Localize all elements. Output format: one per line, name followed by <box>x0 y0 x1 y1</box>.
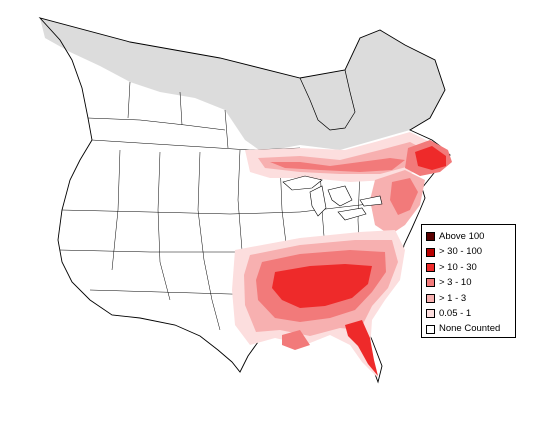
great-lakes <box>282 175 383 221</box>
hudson-bay-coast <box>299 69 356 131</box>
legend-swatch-1-3 <box>426 293 435 303</box>
legend-swatch-30-100 <box>426 247 435 257</box>
legend-item: > 1 - 3 <box>426 291 515 306</box>
legend-item: None Counted <box>426 321 515 336</box>
legend-item: Above 100 <box>426 229 515 244</box>
legend-swatch-0-05-1 <box>426 309 435 319</box>
abundance-shading <box>232 132 452 378</box>
legend-item: > 10 - 30 <box>426 260 515 275</box>
legend-label: 0.05 - 1 <box>439 307 472 319</box>
no-data-region <box>40 18 445 152</box>
continent-outline <box>38 17 451 384</box>
legend-item: > 3 - 10 <box>426 275 515 290</box>
legend-label: > 3 - 10 <box>439 277 472 289</box>
legend-item: 0.05 - 1 <box>426 306 515 321</box>
legend-label: > 10 - 30 <box>439 261 477 273</box>
legend-swatch-10-30 <box>426 262 435 272</box>
legend-label: None Counted <box>439 323 501 335</box>
legend-item: > 30 - 100 <box>426 244 515 259</box>
legend-label: > 30 - 100 <box>439 246 483 258</box>
legend-swatch-above-100 <box>426 232 435 242</box>
map-legend: Above 100 > 30 - 100 > 10 - 30 > 3 - 10 … <box>421 224 516 338</box>
legend-swatch-none-counted <box>426 324 435 334</box>
legend-label: > 1 - 3 <box>439 292 467 304</box>
legend-label: Above 100 <box>439 230 485 242</box>
legend-swatch-3-10 <box>426 278 435 288</box>
